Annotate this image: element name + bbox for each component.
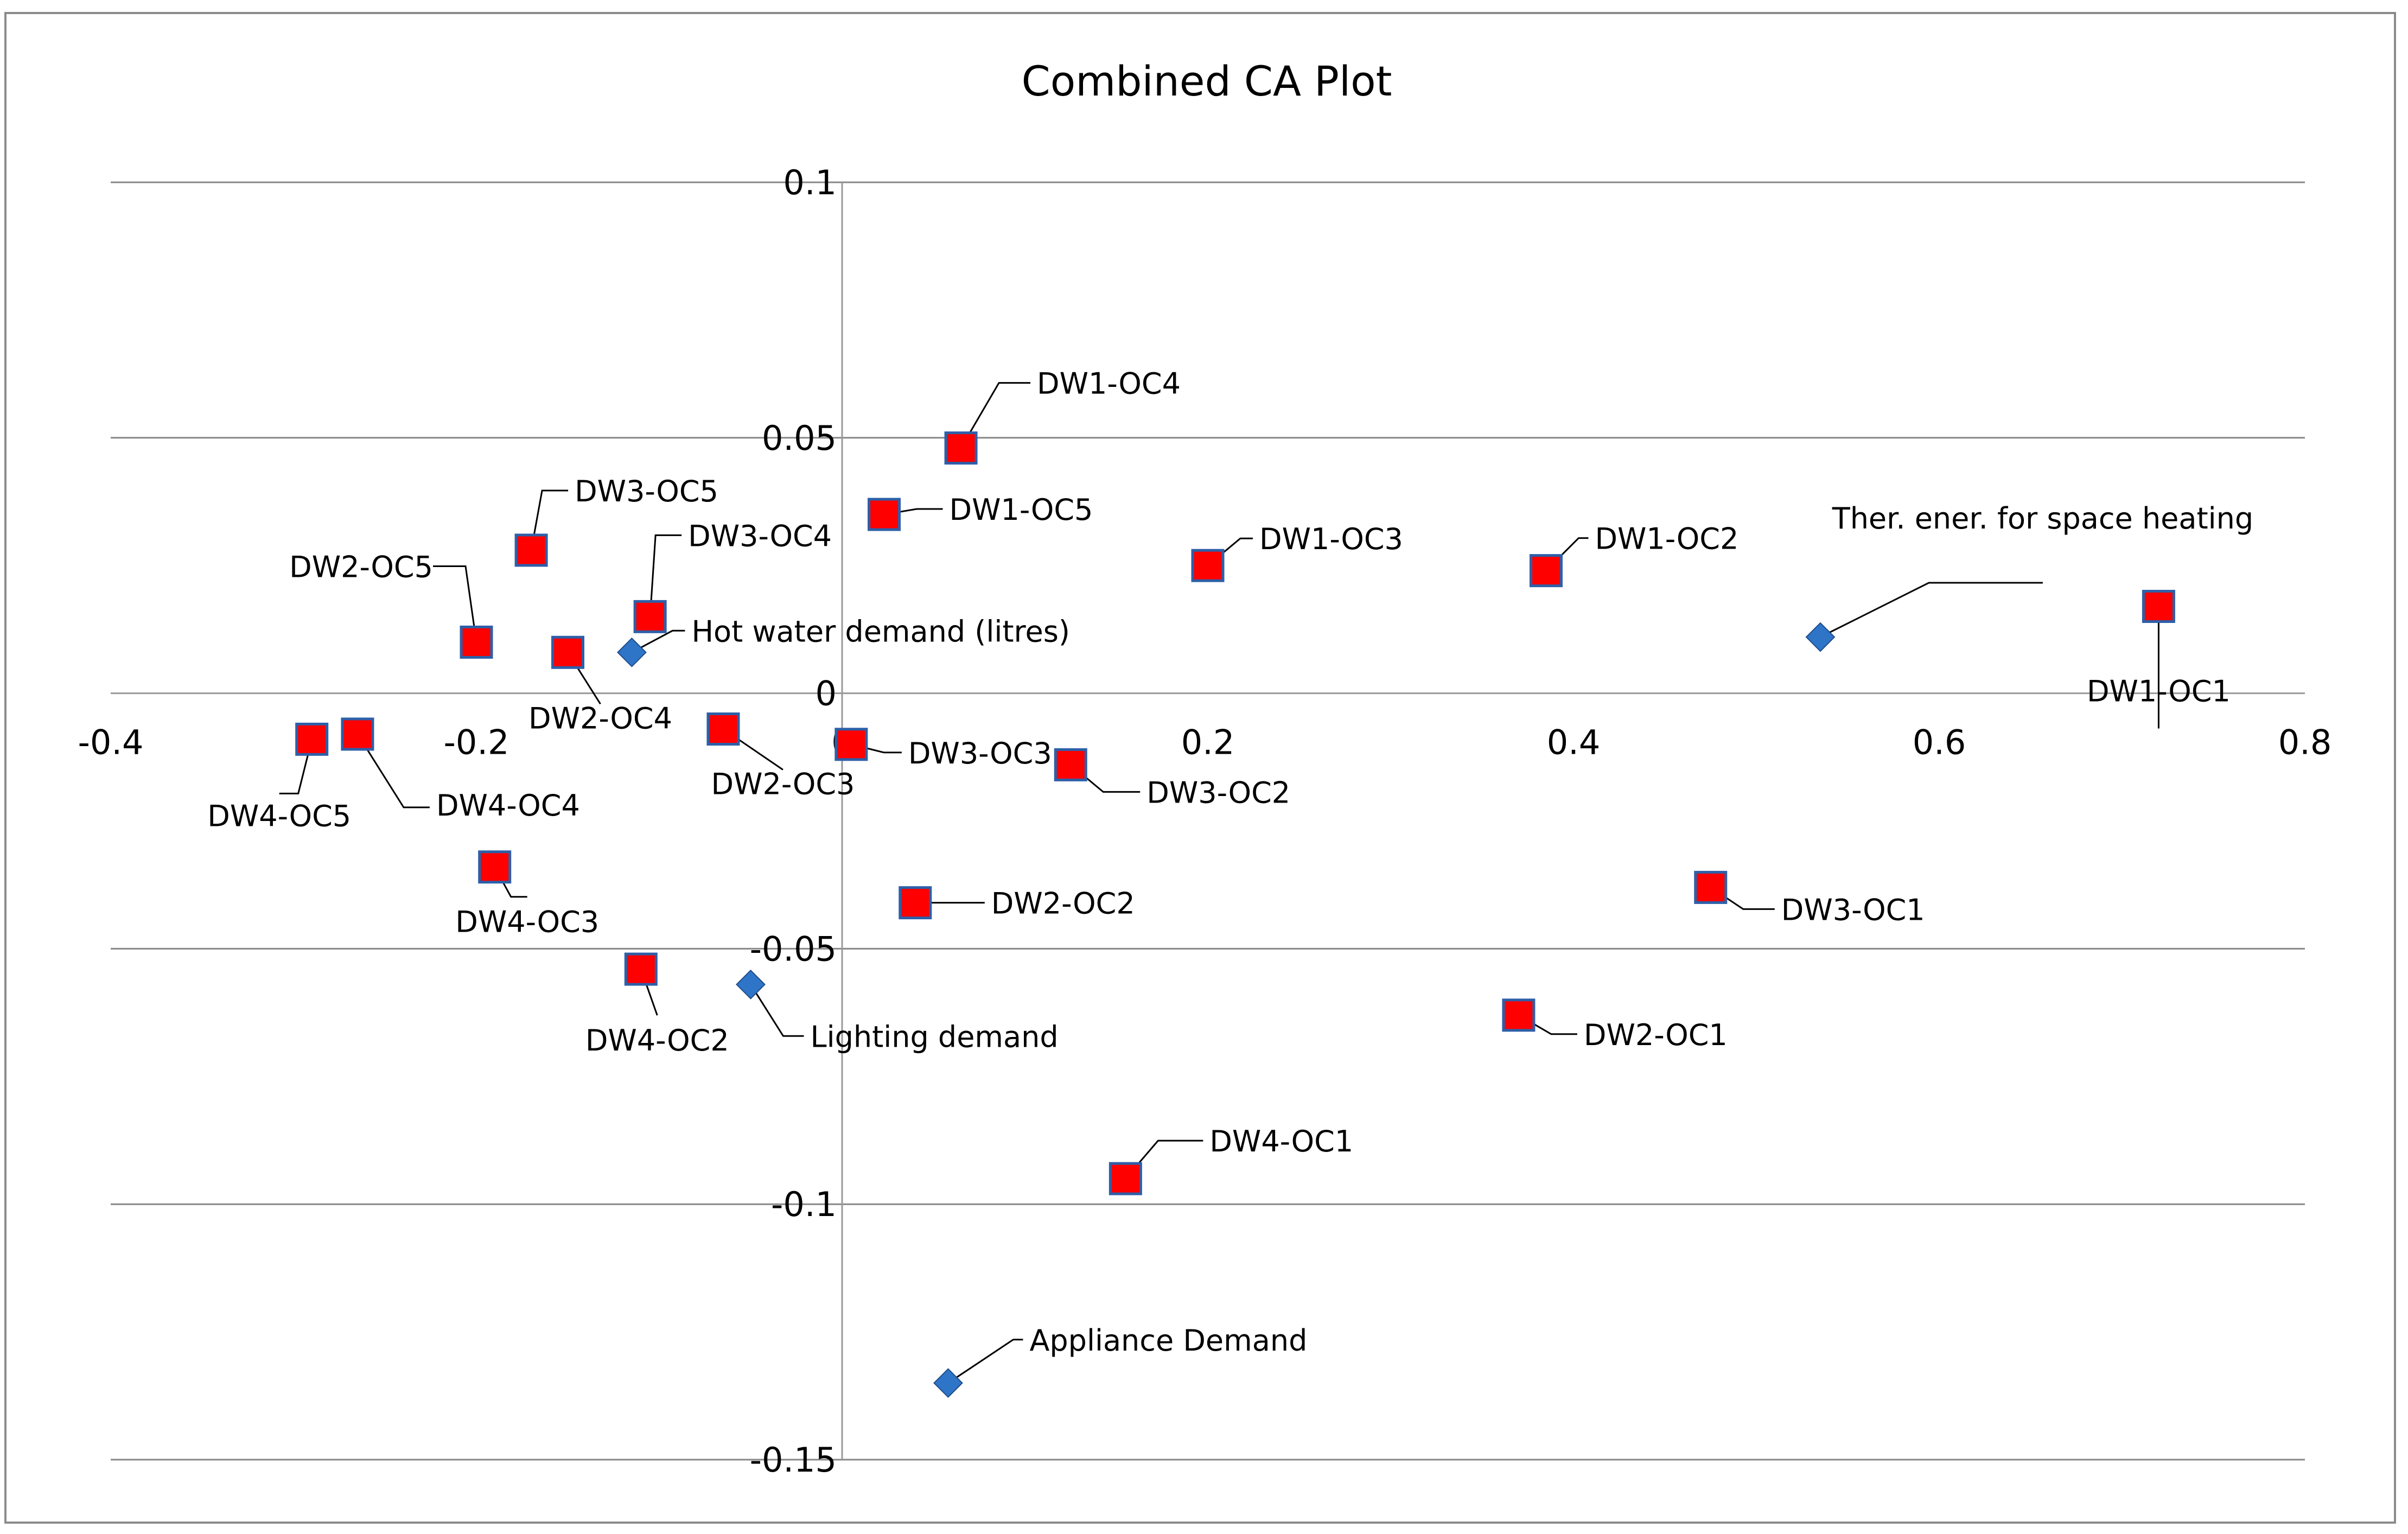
point-marker-dw1-oc5 [868,498,901,531]
point-label-dw3-oc3: DW3-OC3 [908,736,1052,771]
point-label-dw1-oc2: DW1-OC2 [1595,522,1738,556]
chart-svg: Combined CA Plot -0.15 -0.1 -0.05 0 0.05 0.1 -… [78,57,2332,1480]
point-label-dw4-oc2: DW4-OC2 [585,1023,729,1058]
y-tick-label: -0.15 [750,1440,837,1480]
point-label-ther-ener-for-space-heating: Ther. ener. for space heating [1832,501,2253,536]
point-label-dw4-oc1: DW4-OC1 [1209,1124,1353,1159]
grid-layer [111,181,2305,1461]
x-tick-label: 0.4 [1547,723,1601,762]
point-label-dw2-oc5: DW2-OC5 [289,550,433,584]
y-tick-label: -0.1 [771,1185,837,1224]
marker-layer [295,431,2175,1398]
point-marker-dw4-oc3 [478,850,512,884]
leader-line-appliance-demand [947,1339,1023,1384]
point-label-dw1-oc5: DW1-OC5 [950,493,1093,527]
point-marker-dw3-oc1 [1694,870,1728,904]
point-label-dw1-oc3: DW1-OC3 [1259,522,1403,556]
tick-layer: -0.15-0.1-0.0500.050.1-0.4-0.200.20.40.6… [78,163,2332,1480]
point-marker-dw1-oc3 [1191,549,1225,582]
y-tick-label: 0 [816,674,837,714]
point-marker-dw4-oc1 [1109,1162,1142,1195]
point-marker-dw2-oc1 [1502,998,1536,1032]
y-tick-label: 0.1 [783,163,837,202]
point-label-dw1-oc1: DW1-OC1 [2087,674,2231,709]
point-marker-dw1-oc2 [1529,554,1563,588]
leader-line-lighting-demand [750,984,804,1037]
point-marker-dw1-oc1 [2142,590,2175,623]
leader-line-dw1-oc4 [960,382,1031,449]
point-marker-dw2-oc5 [460,625,493,659]
y-tick-label: -0.05 [750,929,837,969]
leader-line-dw4-oc4 [356,734,430,809]
x-tick-label: 0.6 [1913,723,1966,762]
point-label-lighting-demand: Lighting demand [811,1020,1059,1054]
point-marker-dw4-oc2 [624,952,658,986]
point-marker-dw3-oc4 [633,600,667,633]
x-tick-label: -0.4 [78,723,144,762]
point-label-hot-water-demand-litres: Hot water demand (litres) [691,614,1070,648]
point-label-dw2-oc2: DW2-OC2 [991,887,1135,921]
point-marker-lighting-demand [736,969,766,1000]
leader-line-dw2-oc5 [433,565,477,642]
point-marker-dw2-oc3 [706,712,740,746]
point-label-dw4-oc3: DW4-OC3 [455,905,599,939]
point-label-dw1-oc4: DW1-OC4 [1037,367,1181,401]
leader-line-ther-ener-for-space-heating [1820,582,2043,638]
point-marker-dw2-oc2 [899,886,932,920]
point-label-dw2-oc4: DW2-OC4 [528,701,672,735]
point-marker-dw2-oc4 [551,635,584,669]
point-label-dw4-oc5: DW4-OC5 [207,799,351,833]
point-label-dw2-oc3: DW2-OC3 [711,767,855,801]
leader-line-dw4-oc5 [279,739,313,794]
x-tick-label: 0.2 [1181,723,1235,762]
y-tick-label: 0.05 [762,418,837,458]
leader-line-hot-water-demand-litres [631,629,685,653]
point-marker-dw4-oc4 [341,717,374,751]
point-label-appliance-demand: Appliance Demand [1029,1323,1307,1358]
point-marker-dw3-oc5 [514,533,548,567]
point-marker-dw1-oc4 [944,431,978,465]
point-marker-dw3-oc2 [1054,748,1087,781]
leader-line-dw3-oc5 [530,489,569,551]
point-label-dw4-oc4: DW4-OC4 [436,788,580,823]
point-label-dw3-oc2: DW3-OC2 [1146,775,1290,810]
point-label-dw2-oc1: DW2-OC1 [1584,1018,1728,1052]
axis-layer [111,182,2305,1460]
point-marker-hot-water-demand-litres [617,637,647,667]
point-marker-dw4-oc5 [295,722,329,756]
label-layer: DW1-OC1 DW1-OC2 DW1-OC3 DW1-OC4 DW1-OC5 DW2-O… [207,367,2253,1358]
point-label-dw3-oc1: DW3-OC1 [1781,893,1925,927]
point-marker-dw3-oc3 [834,728,868,761]
leader-line-dw3-oc4 [649,534,682,617]
chart-frame: Combined CA Plot -0.15 -0.1 -0.05 0 0.05 0.1 -… [4,12,2396,1524]
x-tick-label: 0.8 [2278,723,2332,762]
point-marker-ther-ener-for-space-heating [1805,622,1836,652]
point-marker-appliance-demand [933,1368,963,1398]
point-label-dw3-oc4: DW3-OC4 [688,519,832,553]
point-label-dw3-oc5: DW3-OC5 [575,474,718,508]
chart-title: Combined CA Plot [1022,57,1392,105]
x-tick-label: -0.2 [444,723,509,762]
